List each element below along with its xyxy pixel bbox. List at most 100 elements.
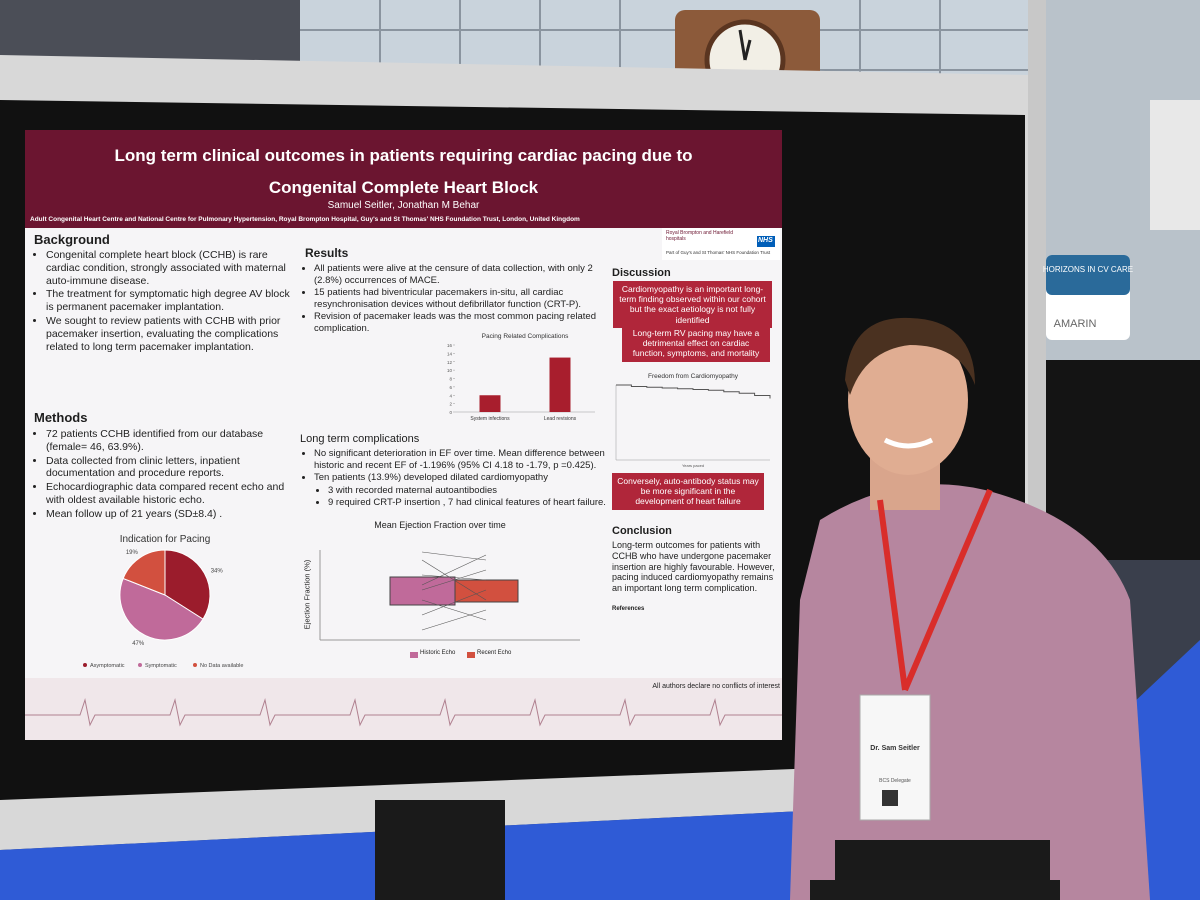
smile xyxy=(883,437,934,449)
x-tick-label: Lead revisions xyxy=(544,416,577,422)
conclusion-text: Long-term outcomes for patients with CCH… xyxy=(612,540,775,594)
poster-affiliation: Adult Congenital Heart Centre and Nation… xyxy=(30,216,580,223)
logo-nhs: NHS xyxy=(758,237,773,244)
section-heading: Conclusion xyxy=(612,525,672,537)
y-tick-label: 12 xyxy=(447,360,453,365)
hair xyxy=(845,317,975,395)
section-heading: Long term complications xyxy=(300,433,420,445)
poster-title: Congenital Complete Heart Block xyxy=(268,178,539,197)
y-tick-label: 6 xyxy=(449,385,452,390)
ecg-trace xyxy=(25,698,782,727)
survival-line xyxy=(616,384,771,399)
badge-name: Dr. Sam Seitler xyxy=(870,745,920,752)
poster-title: Long term clinical outcomes in patients … xyxy=(114,146,693,165)
person xyxy=(790,317,1150,900)
slice-label: 47% xyxy=(132,641,145,647)
bullet-list: Congenital complete heart block (CCHB) i… xyxy=(34,249,296,354)
ef-box-recent xyxy=(454,579,519,603)
legend-swatch xyxy=(138,663,142,667)
slice-label: 19% xyxy=(126,550,139,556)
bullet: Mean follow up of 21 years (SD±8.4) . xyxy=(46,508,296,521)
poster-header xyxy=(25,130,782,228)
pie-slice xyxy=(122,549,166,596)
poster-charts: Indication for Pacing 34% Asymptomatic 47% S… xyxy=(83,333,771,669)
sign xyxy=(1150,100,1200,230)
logo-trust: Part of Guy's and St Thomas' NHS Foundat… xyxy=(666,250,771,255)
chart-title: Pacing Related Complications xyxy=(482,333,569,340)
y-tick-label: 4 xyxy=(449,393,452,398)
section-heading: Methods xyxy=(34,410,88,425)
poster-authors: Samuel Seitler, Jonathan M Behar xyxy=(327,200,480,211)
visitor-legs xyxy=(375,800,505,900)
bullet: 15 patients had biventricular pacemakers… xyxy=(314,287,604,310)
legend-swatch xyxy=(467,652,475,658)
legend-swatch xyxy=(83,663,87,667)
legend-entry: No Data available xyxy=(200,663,243,669)
booth xyxy=(1046,360,1200,560)
bullet: Congenital complete heart block (CCHB) i… xyxy=(46,249,296,287)
legend-entry: Symptomatic xyxy=(145,663,177,669)
ef-chart xyxy=(319,550,580,658)
lanyard xyxy=(902,488,993,692)
bullet-list: 72 patients CCHB identified from our dat… xyxy=(34,428,296,522)
sub-bullet-list: 3 with recorded maternal autoantibodies9… xyxy=(314,485,614,509)
banner-brand: AMARIN xyxy=(1054,318,1097,330)
bullet: Revision of pacemaker leads was the most… xyxy=(314,311,604,334)
bar xyxy=(479,395,501,412)
callout: Long-term RV pacing may have a detriment… xyxy=(622,325,770,362)
slice-label: 34% xyxy=(211,568,224,574)
bullet: 9 required CRT-P insertion , 7 had clini… xyxy=(328,497,614,509)
bullet: No significant deterioration in EF over … xyxy=(314,448,614,471)
bar xyxy=(549,357,571,412)
bullet-list: All patients were alive at the censure o… xyxy=(302,263,604,335)
clock-hand xyxy=(738,29,747,61)
bullet: Data collected from clinic letters, inpa… xyxy=(46,455,296,481)
y-tick-label: 14 xyxy=(447,351,453,356)
bullet: We sought to review patients with CCHB w… xyxy=(46,315,296,353)
section-heading: Background xyxy=(34,232,110,247)
axis-label: Years paced xyxy=(682,463,704,468)
y-tick-label: 16 xyxy=(447,343,453,348)
callout: Conversely, auto-antibody status may be … xyxy=(612,473,764,510)
clock-hand xyxy=(743,39,752,61)
logo-org: Royal Brompton and Harefield hospitals xyxy=(666,230,733,242)
legend-swatch xyxy=(193,663,197,667)
bullet: Ten patients (13.9%) developed dilated c… xyxy=(314,472,614,484)
belt xyxy=(835,840,1050,885)
chart-title: Freedom from Cardiomyopathy xyxy=(648,373,739,380)
y-tick-label: 8 xyxy=(449,377,452,382)
legend-entry: Asymptomatic xyxy=(90,663,125,669)
face xyxy=(848,325,968,475)
bullet-list: No significant deterioration in EF over … xyxy=(302,448,614,510)
bullet: All patients were alive at the censure o… xyxy=(314,263,604,286)
qr-code xyxy=(882,790,898,806)
chart-title: Indication for Pacing xyxy=(120,534,211,545)
x-tick-label: System infections xyxy=(470,416,510,422)
badge-role: BCS Delegate xyxy=(879,778,911,784)
section-heading: Results xyxy=(305,246,349,260)
bullet: Echocardiographic data compared recent e… xyxy=(46,481,296,507)
bullet: 3 with recorded maternal autoantibodies xyxy=(328,485,614,497)
banner-top xyxy=(1046,255,1130,295)
ecg-strip xyxy=(25,678,782,740)
callout: Cardiomyopathy is an important long-term… xyxy=(613,281,772,328)
legend-entry: Historic Echo xyxy=(420,650,456,656)
axis-label: Ejection Fraction (%) xyxy=(302,559,312,630)
legend-swatch xyxy=(410,652,418,658)
y-tick-label: 2 xyxy=(449,402,452,407)
poster-footer: All authors declare no conflicts of inte… xyxy=(652,683,780,690)
legend-entry: Recent Echo xyxy=(477,650,512,656)
y-tick-label: 0 xyxy=(449,410,452,415)
ef-box-historic xyxy=(389,576,456,606)
chart-title: Mean Ejection Fraction over time xyxy=(374,520,506,530)
references-heading: References xyxy=(612,606,645,612)
pie-slice xyxy=(119,577,204,641)
trousers xyxy=(810,880,1060,900)
ef-pairs xyxy=(421,551,487,631)
nhs-logo xyxy=(757,236,775,247)
banner-text: HORIZONS IN CV CARE xyxy=(1043,265,1133,274)
bullet: The treatment for symptomatic high degre… xyxy=(46,288,296,314)
lanyard xyxy=(877,499,908,691)
